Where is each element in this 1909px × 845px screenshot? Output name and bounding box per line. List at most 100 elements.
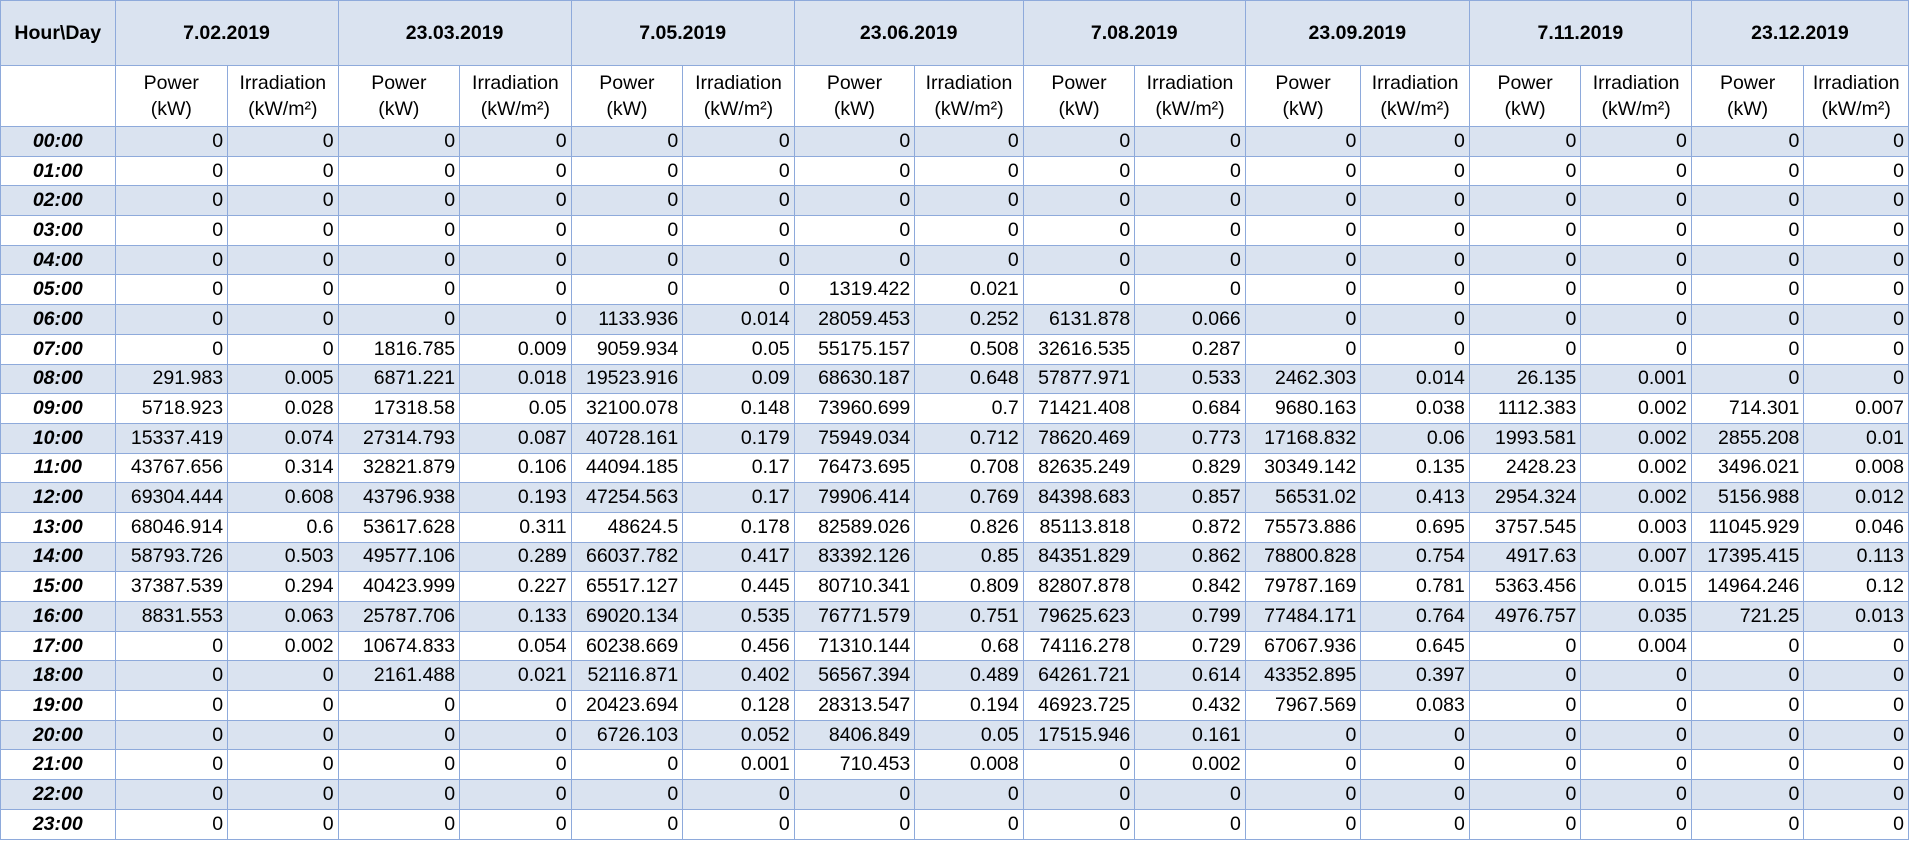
irradiation-value-cell: 0: [459, 304, 572, 335]
power-value-cell: 28313.547: [793, 690, 916, 721]
irradiation-value-cell: 0.002: [227, 630, 339, 662]
power-value-cell: 0: [1022, 126, 1136, 157]
irradiation-header-unit: (kW/m²): [1155, 98, 1225, 120]
irradiation-value-cell: 0.05: [682, 333, 795, 365]
irradiation-header: Irradiation (kW/m²): [1360, 65, 1470, 127]
irradiation-value-cell: 0: [682, 244, 795, 276]
irradiation-value-cell: 0.708: [914, 452, 1024, 484]
power-value-cell: 0: [570, 126, 684, 157]
irradiation-value-cell: 0.826: [914, 511, 1024, 543]
irradiation-value-cell: 0: [1360, 779, 1470, 810]
irradiation-value-cell: 0: [1803, 274, 1909, 306]
irradiation-value-cell: 0.015: [1580, 571, 1692, 602]
irradiation-value-cell: 0: [1580, 749, 1692, 781]
hour-cell: 06:00: [0, 304, 116, 335]
table-body: 00:00 0 0 0 0 0 0 0 0 0 0 0 0 0 0 0 0 01:00 0 0 0 0 0 0 0 0 0 0 0 0 0 0…: [0, 126, 1909, 840]
irradiation-value-cell: 0.842: [1134, 571, 1246, 602]
power-value-cell: 0: [1468, 690, 1582, 721]
hour-cell: 19:00: [0, 690, 116, 721]
power-value-cell: 0: [1690, 185, 1805, 217]
irradiation-value-cell: 0.054: [459, 630, 572, 662]
power-value-cell: 0: [1690, 660, 1805, 692]
irradiation-value-cell: 0: [682, 779, 795, 810]
irradiation-value-cell: 0: [459, 215, 572, 246]
power-value-cell: 0: [1468, 333, 1582, 365]
irradiation-value-cell: 0: [1803, 333, 1909, 365]
irradiation-value-cell: 0: [1803, 363, 1909, 395]
power-value-cell: 37387.539: [114, 571, 229, 602]
power-value-cell: 0: [114, 215, 229, 246]
power-value-cell: 0: [570, 779, 684, 810]
power-value-cell: 0: [1468, 304, 1582, 335]
table-row: 06:00 0 0 0 0 1133.936 0.014 28059.453 0.252 6131…: [0, 304, 1909, 335]
hour-cell: 04:00: [0, 244, 116, 276]
irradiation-value-cell: 0: [227, 333, 339, 365]
irradiation-value-cell: 0.614: [1134, 660, 1246, 692]
power-value-cell: 0: [337, 779, 461, 810]
power-value-cell: 0: [1244, 126, 1362, 157]
power-value-cell: 0: [1468, 749, 1582, 781]
irradiation-value-cell: 0.05: [914, 719, 1024, 751]
irradiation-value-cell: 0: [914, 126, 1024, 157]
power-header-label: Power: [1275, 72, 1331, 94]
irradiation-value-cell: 0.68: [914, 630, 1024, 662]
power-header: Power (kW): [114, 65, 229, 127]
irradiation-value-cell: 0.001: [1580, 363, 1692, 395]
date-header: 23.03.2019: [337, 0, 572, 66]
power-value-cell: 2954.324: [1468, 482, 1582, 513]
power-value-cell: 80710.341: [793, 571, 916, 602]
irradiation-value-cell: 0.003: [1580, 511, 1692, 543]
date-header: 23.12.2019: [1690, 0, 1909, 66]
table-row: 23:00 0 0 0 0 0 0 0 0 0 0 0 0 0 0 0 0: [0, 808, 1909, 840]
table-row: 04:00 0 0 0 0 0 0 0 0 0 0 0 0 0 0 0 0: [0, 244, 1909, 276]
irradiation-header-label: Irradiation: [239, 72, 327, 94]
power-value-cell: 85113.818: [1022, 511, 1136, 543]
power-value-cell: 6871.221: [337, 363, 461, 395]
irradiation-value-cell: 0: [1803, 126, 1909, 157]
irradiation-value-cell: 0: [459, 274, 572, 306]
irradiation-value-cell: 0.005: [227, 363, 339, 395]
power-value-cell: 710.453: [793, 749, 916, 781]
power-value-cell: 0: [114, 155, 229, 187]
power-value-cell: 0: [1022, 215, 1136, 246]
irradiation-value-cell: 0.133: [459, 601, 572, 632]
irradiation-value-cell: 0: [1580, 274, 1692, 306]
power-value-cell: 84398.683: [1022, 482, 1136, 513]
irradiation-value-cell: 0: [1803, 244, 1909, 276]
power-value-cell: 0: [114, 274, 229, 306]
irradiation-value-cell: 0.066: [1134, 304, 1246, 335]
irradiation-header: Irradiation (kW/m²): [1803, 65, 1909, 127]
date-header-row: Hour\Day 7.02.2019 23.03.2019 7.05.2019 …: [0, 0, 1909, 66]
irradiation-value-cell: 0: [227, 126, 339, 157]
power-value-cell: 0: [337, 690, 461, 721]
irradiation-header-unit: (kW/m²): [480, 98, 551, 120]
irradiation-value-cell: 0.456: [682, 630, 795, 662]
power-value-cell: 291.983: [114, 363, 229, 395]
irradiation-value-cell: 0: [1134, 185, 1246, 217]
power-value-cell: 0: [114, 808, 229, 840]
irradiation-value-cell: 0: [459, 126, 572, 157]
power-value-cell: 0: [1468, 215, 1582, 246]
power-header-label: Power: [1719, 72, 1776, 94]
irradiation-value-cell: 0: [1360, 244, 1470, 276]
power-value-cell: 78620.469: [1022, 422, 1136, 454]
table-row: 05:00 0 0 0 0 0 0 1319.422 0.021 0 0 0 0 0 0 0 0: [0, 274, 1909, 306]
power-value-cell: 78800.828: [1244, 541, 1362, 573]
power-value-cell: 68630.187: [793, 363, 916, 395]
irradiation-value-cell: 0.729: [1134, 630, 1246, 662]
hour-cell: 20:00: [0, 719, 116, 751]
power-value-cell: 0: [114, 126, 229, 157]
power-value-cell: 0: [1690, 126, 1805, 157]
irradiation-value-cell: 0: [682, 155, 795, 187]
irradiation-value-cell: 0.769: [914, 482, 1024, 513]
irradiation-value-cell: 0.252: [914, 304, 1024, 335]
date-header: 7.05.2019: [570, 0, 795, 66]
power-header-label: Power: [1497, 72, 1553, 94]
power-value-cell: 43352.895: [1244, 660, 1362, 692]
power-value-cell: 0: [114, 779, 229, 810]
irradiation-value-cell: 0.227: [459, 571, 572, 602]
power-value-cell: 0: [1022, 244, 1136, 276]
power-value-cell: 0: [1022, 779, 1136, 810]
hour-cell: 08:00: [0, 363, 116, 395]
irradiation-value-cell: 0: [459, 749, 572, 781]
